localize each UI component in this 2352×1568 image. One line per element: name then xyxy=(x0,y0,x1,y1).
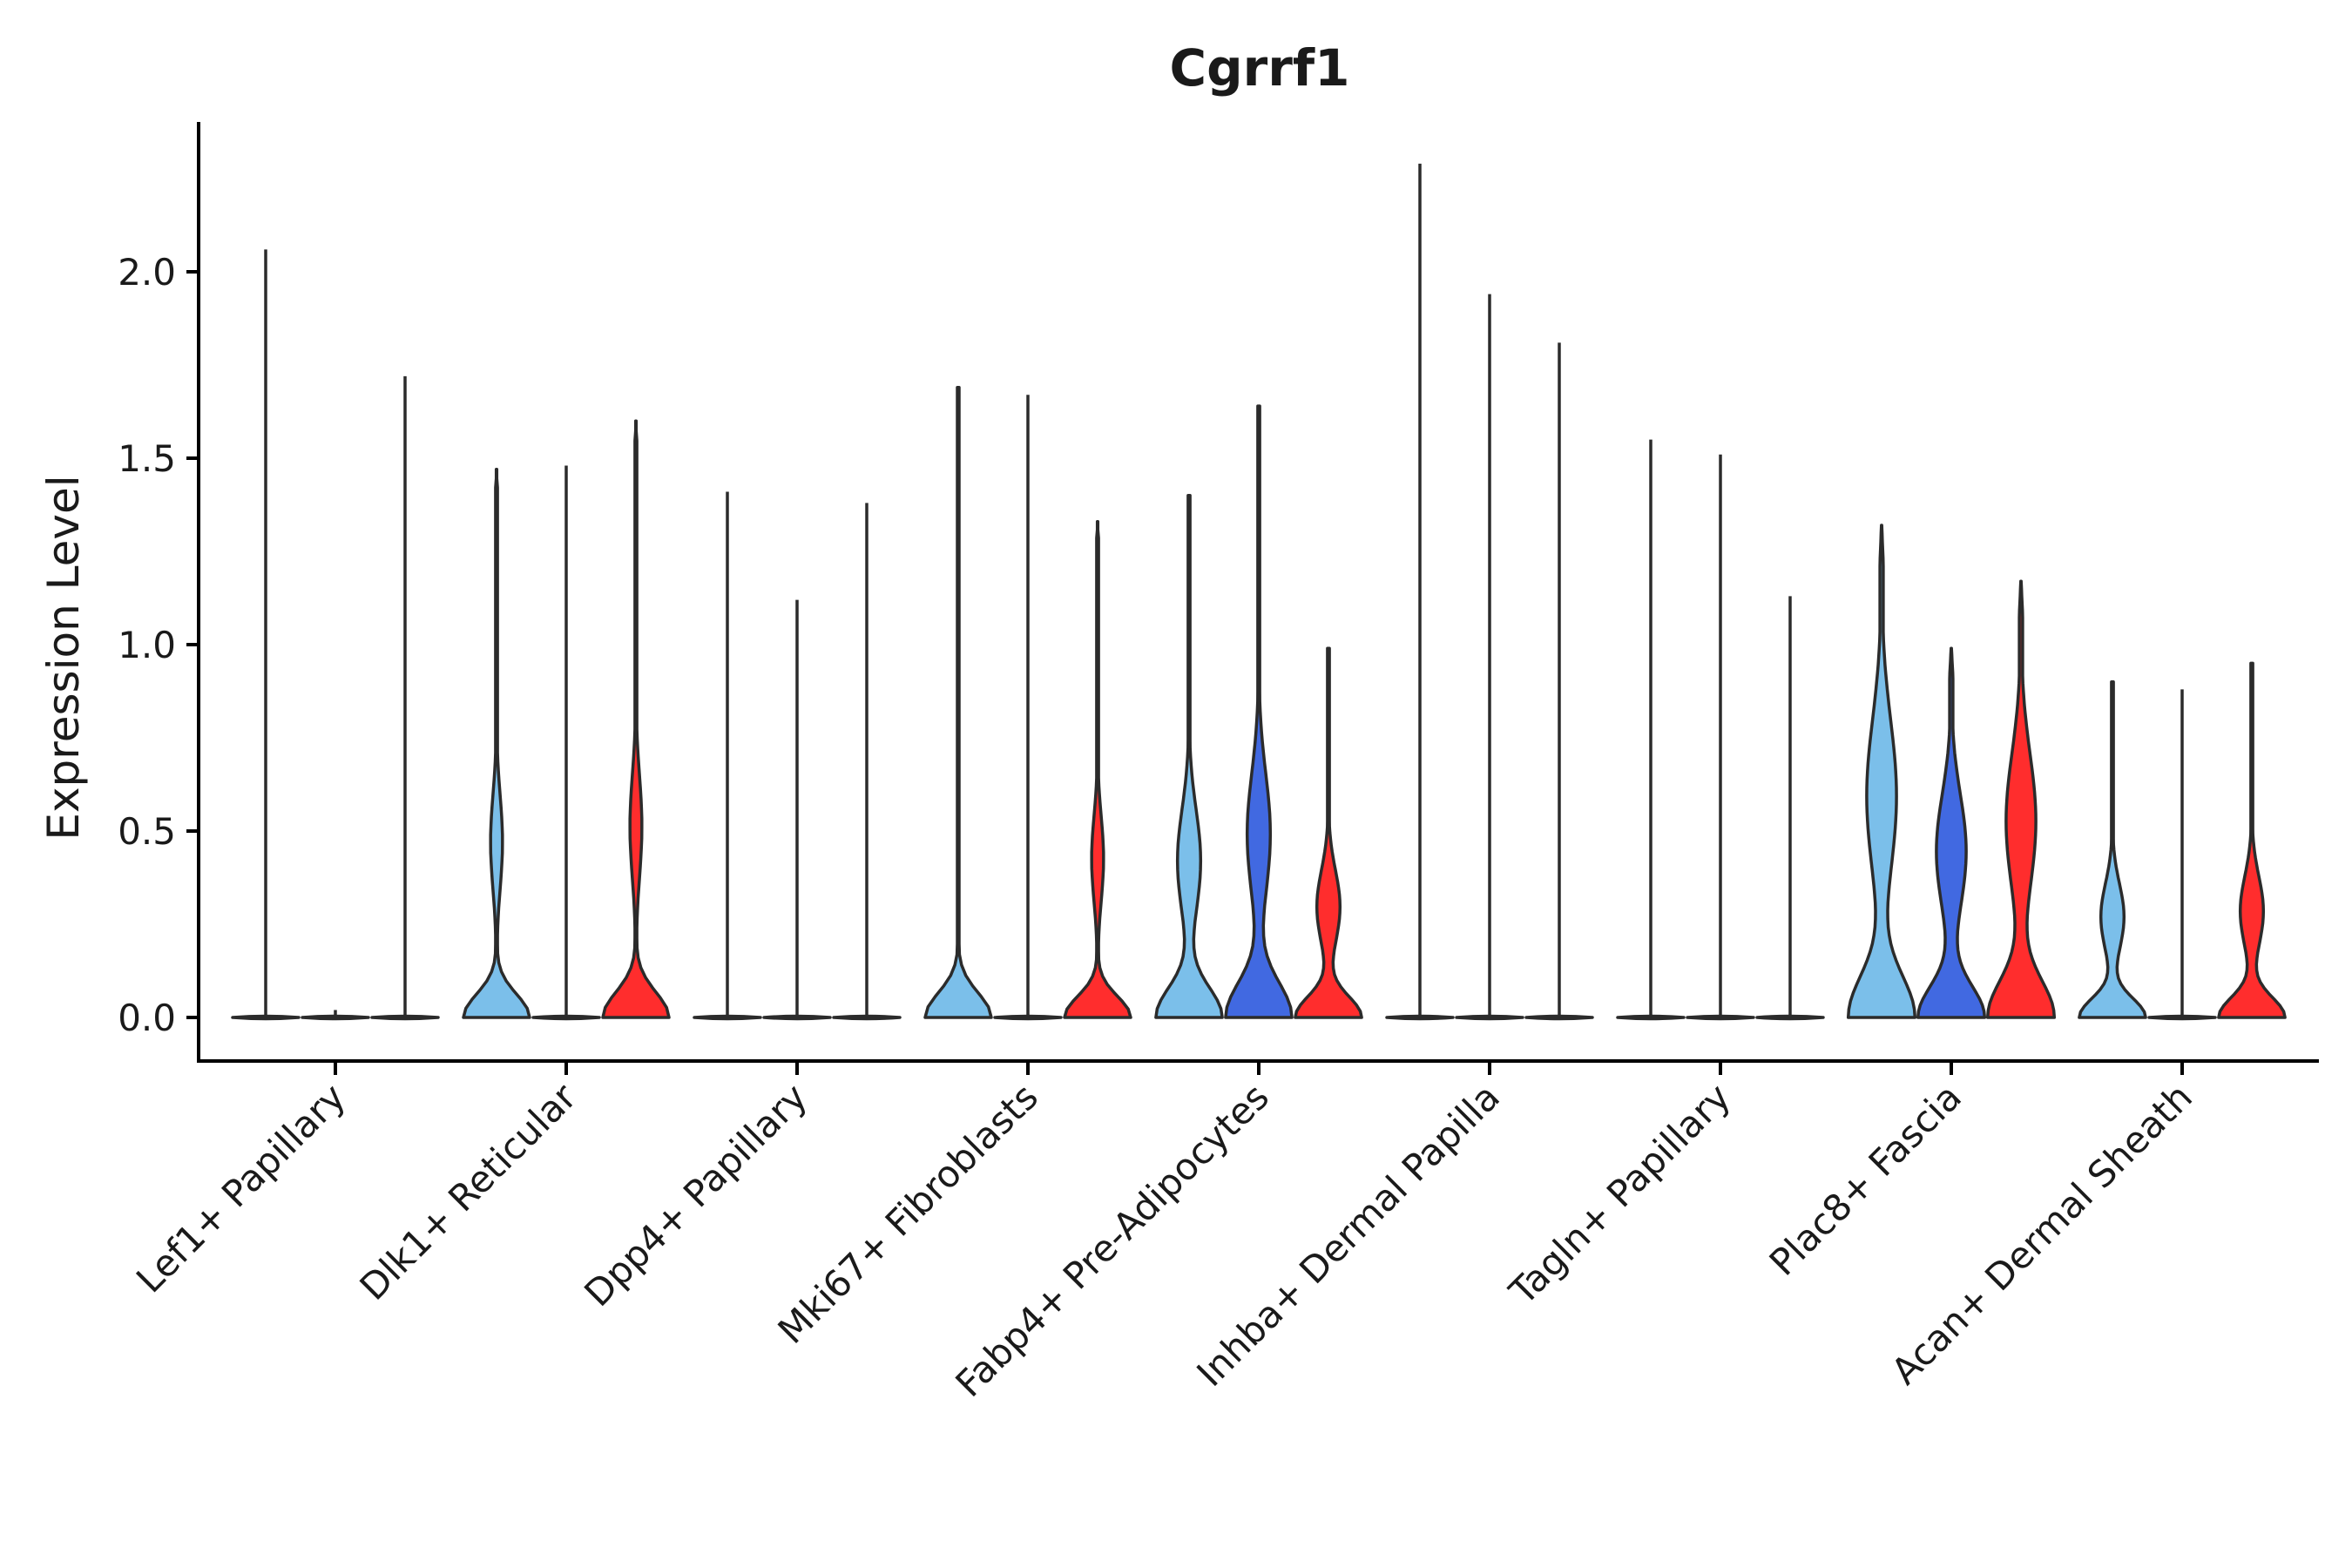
violin-base xyxy=(231,1014,301,1021)
violin-body xyxy=(601,419,671,1019)
violin-group3-2 xyxy=(832,503,902,1021)
x-tick-label: Mki67+ Fibroblasts xyxy=(770,1075,1046,1351)
plot-area xyxy=(231,163,2287,1021)
violin-base xyxy=(370,1014,440,1021)
violin-base xyxy=(2147,1014,2217,1021)
violin-base xyxy=(762,1014,832,1021)
violin-group2-0 xyxy=(301,1010,370,1021)
violin-body xyxy=(2078,680,2147,1019)
violin-base xyxy=(1455,1014,1524,1021)
violin-group1-8 xyxy=(2078,680,2147,1019)
violin-group1-6 xyxy=(1616,439,1686,1021)
violin-body xyxy=(1985,579,2057,1019)
violin-group2-6 xyxy=(1686,454,1755,1021)
violin-group3-1 xyxy=(601,419,671,1019)
y-tick-label: 2.0 xyxy=(118,251,176,294)
violin-group1-2 xyxy=(693,491,762,1021)
violin-body xyxy=(1154,494,1224,1019)
violin-group3-0 xyxy=(370,375,440,1021)
violin-group1-7 xyxy=(1846,524,1917,1019)
violin-base xyxy=(531,1014,601,1021)
violin-group1-3 xyxy=(923,385,993,1019)
violin-base xyxy=(1524,1014,1594,1021)
x-tick-label: Dlk1+ Reticular xyxy=(352,1075,585,1308)
chart-title: Cgrrf1 xyxy=(1170,38,1350,98)
violin-group2-4 xyxy=(1224,404,1294,1019)
violin-base xyxy=(301,1014,370,1021)
violin-base xyxy=(1385,1014,1455,1021)
violin-group1-1 xyxy=(462,468,531,1019)
violin-base xyxy=(693,1014,762,1021)
violin-group2-5 xyxy=(1455,294,1524,1021)
x-tick-label: Plac8+ Fascia xyxy=(1761,1075,1970,1283)
violin-body xyxy=(462,468,531,1019)
violin-base xyxy=(832,1014,902,1021)
y-tick-label: 1.5 xyxy=(118,437,176,480)
violin-group3-3 xyxy=(1063,520,1132,1019)
violin-body xyxy=(1063,520,1132,1019)
violin-body xyxy=(923,385,993,1019)
violin-group1-4 xyxy=(1154,494,1224,1019)
violin-body xyxy=(1294,646,1363,1019)
violin-body xyxy=(2217,661,2287,1019)
y-tick-label: 1.0 xyxy=(118,624,176,666)
violin-body xyxy=(1846,524,1917,1019)
violin-base xyxy=(1616,1014,1686,1021)
violin-group3-5 xyxy=(1524,342,1594,1021)
violin-group3-8 xyxy=(2217,661,2287,1019)
violin-body xyxy=(1916,646,1987,1019)
y-ticks: 0.0 0.5 1.0 1.5 2.0 xyxy=(118,251,199,1039)
violin-group3-4 xyxy=(1294,646,1363,1019)
violin-group1-5 xyxy=(1385,163,1455,1021)
violin-group2-2 xyxy=(762,599,832,1021)
violin-group2-1 xyxy=(531,465,601,1021)
x-tick-label: Lef1+ Papillary xyxy=(128,1075,354,1301)
y-tick-label: 0.5 xyxy=(118,810,176,853)
y-axis-label: Expression Level xyxy=(38,475,89,840)
violin-group2-3 xyxy=(993,395,1063,1021)
violin-base xyxy=(993,1014,1063,1021)
violin-group1-0 xyxy=(231,249,301,1021)
violin-body xyxy=(1224,404,1294,1019)
y-tick-label: 0.0 xyxy=(118,997,176,1039)
x-tick-label: Dpp4+ Papillary xyxy=(576,1075,815,1315)
violin-group3-7 xyxy=(1985,579,2057,1019)
violin-group3-6 xyxy=(1755,596,1825,1021)
violin-group2-7 xyxy=(1916,646,1987,1019)
x-tick-label: Tagln+ Papillary xyxy=(1501,1075,1739,1313)
violin-base xyxy=(1686,1014,1755,1021)
violin-group2-8 xyxy=(2147,689,2217,1021)
violin-base xyxy=(1755,1014,1825,1021)
